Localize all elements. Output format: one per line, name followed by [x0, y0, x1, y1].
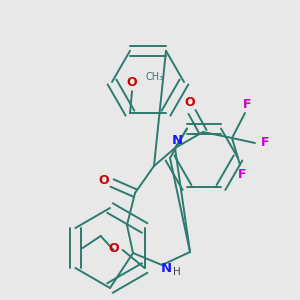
- Text: N: N: [171, 134, 183, 146]
- Text: O: O: [99, 175, 109, 188]
- Text: F: F: [243, 98, 251, 112]
- Text: O: O: [185, 97, 195, 110]
- Text: F: F: [238, 167, 246, 181]
- Text: H: H: [173, 267, 181, 277]
- Text: F: F: [261, 136, 269, 149]
- Text: CH₃: CH₃: [146, 72, 164, 82]
- Text: O: O: [108, 242, 119, 254]
- Text: N: N: [160, 262, 172, 275]
- Text: O: O: [127, 76, 137, 89]
